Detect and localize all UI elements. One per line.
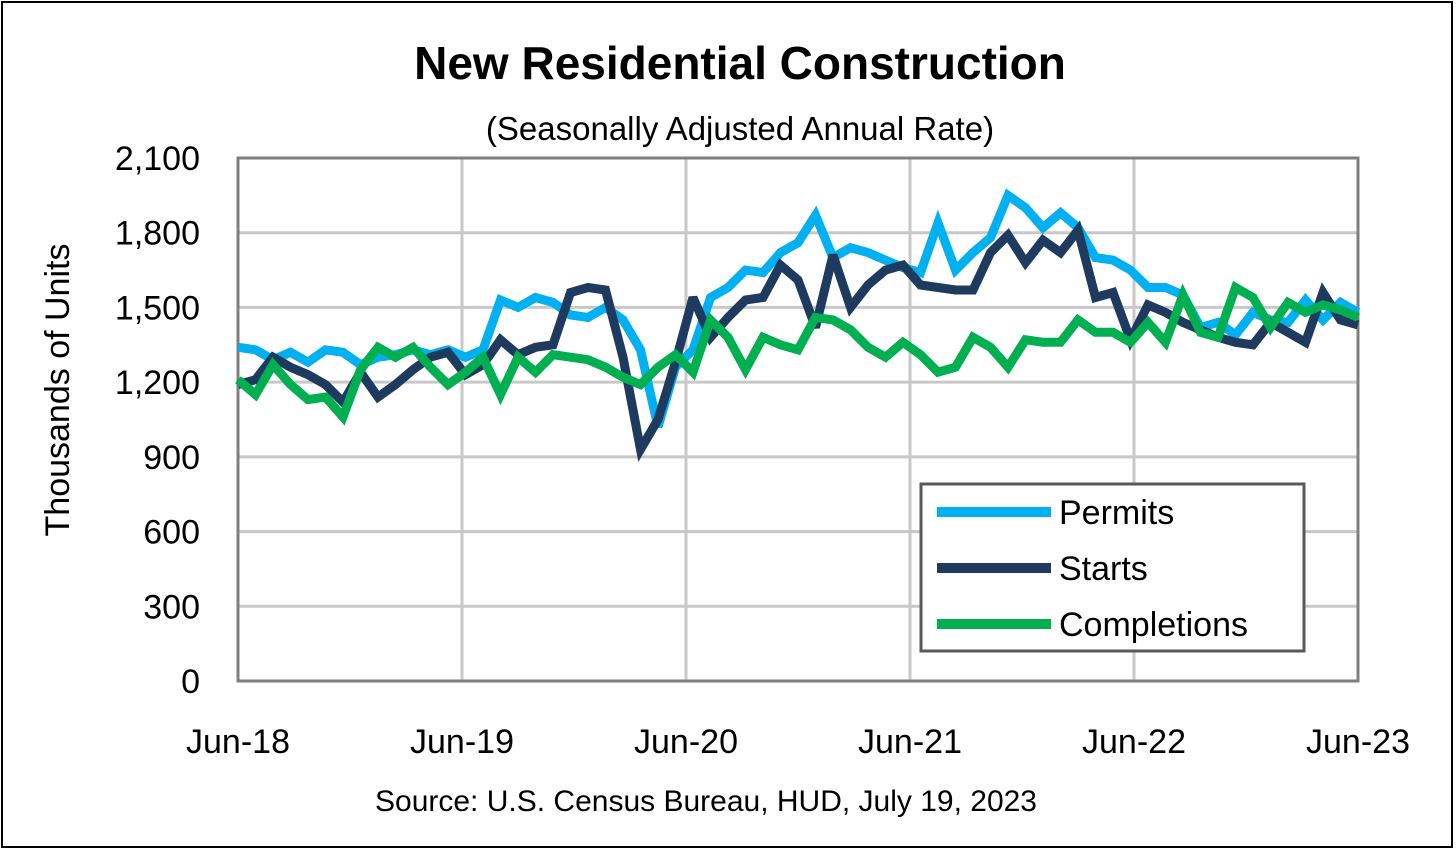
y-tick-label: 0 bbox=[181, 663, 200, 701]
x-tick-label: Jun-19 bbox=[410, 723, 514, 761]
x-tick-label: Jun-21 bbox=[858, 723, 962, 761]
series-layer bbox=[235, 188, 1361, 463]
y-tick-label: 1,500 bbox=[115, 289, 200, 327]
legend-label-starts: Starts bbox=[1059, 550, 1148, 588]
y-tick-label: 300 bbox=[143, 588, 200, 626]
y-tick-label: 2,100 bbox=[115, 140, 200, 178]
y-tick-label: 1,800 bbox=[115, 215, 200, 253]
axis-tick-layer: 0 300 600 900 1,200 1,500 1,800 2,100 Jun-18 Jun-… bbox=[115, 140, 1410, 761]
legend: Permits Starts Completions bbox=[919, 482, 1306, 653]
y-axis-label: Thousands of Units bbox=[39, 244, 77, 537]
legend-label-completions: Completions bbox=[1059, 606, 1248, 644]
legend-label-permits: Permits bbox=[1059, 494, 1174, 532]
x-tick-label: Jun-23 bbox=[1306, 723, 1410, 761]
y-tick-label: 900 bbox=[143, 439, 200, 477]
chart-title: New Residential Construction bbox=[414, 37, 1066, 89]
series-line-permits bbox=[237, 188, 1361, 429]
series-line-completions bbox=[235, 280, 1360, 426]
chart-subtitle: (Seasonally Adjusted Annual Rate) bbox=[486, 110, 994, 147]
x-tick-label: Jun-22 bbox=[1082, 723, 1186, 761]
source-note: Source: U.S. Census Bureau, HUD, July 19… bbox=[375, 785, 1037, 818]
chart-svg: New Residential Construction (Seasonally… bbox=[39, 37, 1410, 818]
y-tick-label: 1,200 bbox=[115, 364, 200, 402]
x-tick-label: Jun-20 bbox=[634, 723, 738, 761]
plot-area-border bbox=[236, 156, 1360, 683]
x-tick-label: Jun-18 bbox=[186, 723, 290, 761]
y-tick-label: 600 bbox=[143, 514, 200, 552]
series-line-starts bbox=[236, 220, 1360, 463]
